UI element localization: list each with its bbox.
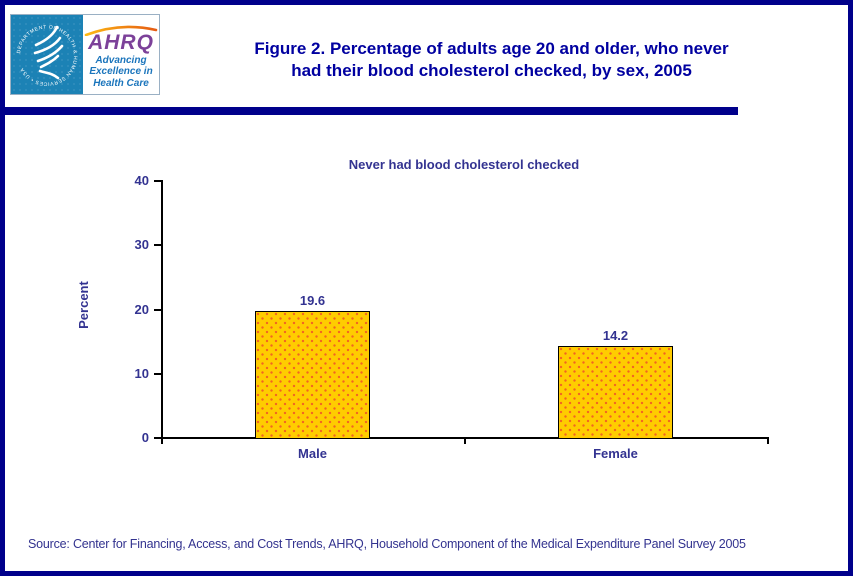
- hhs-eagle-icon: DEPARTMENT OF HEALTH & HUMAN SERVICES • …: [16, 24, 78, 86]
- y-axis-line: [161, 180, 163, 439]
- y-axis-tick: [154, 372, 161, 375]
- bar-female: [558, 345, 673, 439]
- seal-text: DEPARTMENT OF HEALTH & HUMAN SERVICES • …: [16, 24, 77, 86]
- bar-value-label: 19.6: [299, 293, 326, 309]
- tagline-line: Excellence in: [89, 66, 153, 78]
- svg-text:DEPARTMENT OF HEALTH & HUMAN S: DEPARTMENT OF HEALTH & HUMAN SERVICES • …: [16, 24, 78, 86]
- hhs-seal: DEPARTMENT OF HEALTH & HUMAN SERVICES • …: [11, 15, 83, 94]
- bar-value-label: 14.2: [602, 327, 629, 343]
- x-axis-tick: [161, 437, 163, 444]
- y-tick-label: 0: [141, 430, 149, 445]
- figure-title: Figure 2. Percentage of adults age 20 an…: [160, 38, 823, 82]
- ahrq-acronym: AHRQ: [88, 30, 154, 54]
- y-axis-label: Percent: [76, 281, 91, 329]
- ahrq-logo-pane: AHRQ Advancing Excellence in Health Care: [83, 15, 159, 94]
- y-tick-label: 20: [134, 301, 149, 317]
- y-axis-tick: [154, 180, 161, 182]
- bar-male: [255, 311, 370, 439]
- x-axis-tick: [767, 437, 769, 444]
- x-axis-tick: [464, 437, 466, 444]
- figure-title-line2: had their blood cholesterol checked, by …: [291, 61, 692, 80]
- y-axis-tick: [154, 308, 161, 311]
- figure-title-line1: Figure 2. Percentage of adults age 20 an…: [254, 39, 729, 58]
- y-tick-label: 30: [134, 237, 149, 253]
- divider-bar: [5, 107, 738, 115]
- y-tick-label: 40: [134, 173, 149, 188]
- y-axis-tick: [154, 437, 161, 439]
- tagline-line: Advancing: [95, 54, 147, 66]
- ahrq-swoosh-icon: [84, 25, 158, 36]
- hhs-ahrq-logo: DEPARTMENT OF HEALTH & HUMAN SERVICES • …: [10, 14, 160, 95]
- source-note: Source: Center for Financing, Access, an…: [28, 537, 746, 551]
- ahrq-tagline: Advancing Excellence in Health Care: [89, 55, 152, 90]
- y-axis-tick: [154, 244, 161, 247]
- x-category-label: Female: [593, 446, 638, 461]
- y-tick-label: 10: [134, 365, 149, 381]
- chart-title: Never had blood cholesterol checked: [348, 157, 580, 172]
- x-category-label: Male: [298, 446, 327, 461]
- tagline-line: Health Care: [93, 77, 149, 89]
